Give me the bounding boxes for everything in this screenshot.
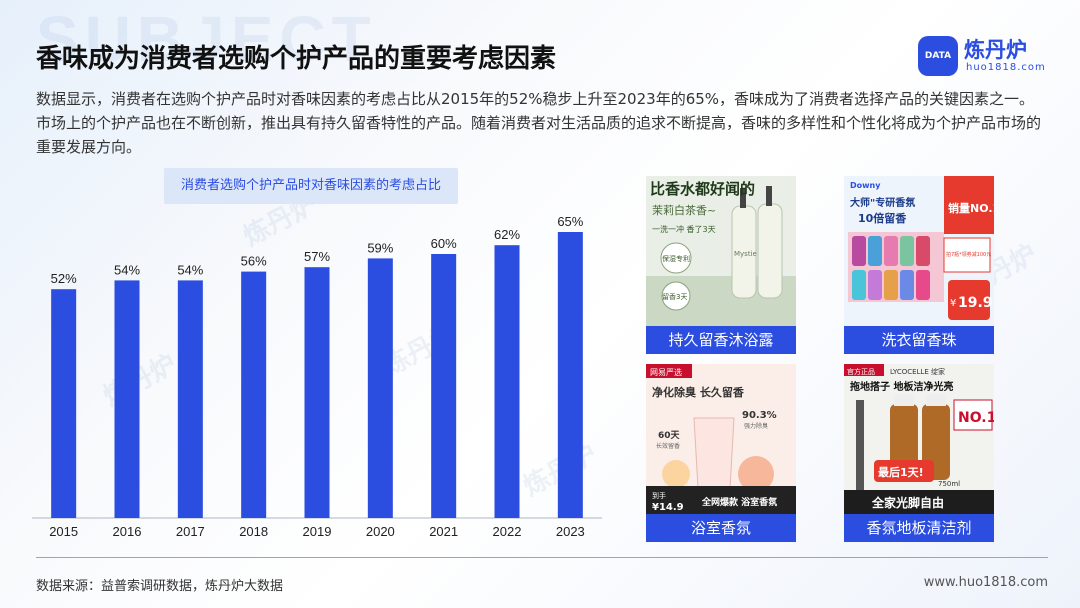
product-caption: 浴室香氛 [646, 514, 796, 542]
product-tile-floor-cleaner: 官方正品 LYCOCELLE 绽家 拖地搭子 地板洁净光亮 NO.1 最后1天!… [844, 364, 994, 542]
product-tile-bathroom-fragrance: 网易严选 净化除臭 长久留香 90.3% 强力除臭 60天 长效留香 到手 ¥1… [646, 364, 796, 542]
x-tick-label-2022: 2022 [493, 524, 522, 539]
data-label-2015: 52% [51, 271, 77, 286]
logo-url: huo1818.com [966, 62, 1046, 73]
shower-gel-headline: 比香水都好闻的 [650, 180, 755, 198]
data-label-2018: 56% [241, 254, 267, 269]
scent-beads-price: 19.9 [958, 295, 993, 311]
data-label-2020: 59% [367, 240, 393, 255]
background-watermark-word: SUBJECT [36, 3, 377, 75]
description-paragraph: 数据显示，消费者在选购个护产品时对香味因素的考虑占比从2015年的52%稳步上升… [36, 90, 1042, 156]
floor-cleaner-volume: 750ml [938, 480, 960, 488]
floor-cleaner-brand: LYCOCELLE 绽家 [890, 367, 945, 376]
chart-title: 消费者选购个护产品时对香味因素的考虑占比 [164, 168, 458, 204]
footer-url[interactable]: www.huo1818.com [923, 575, 1048, 590]
logo-name: 炼丹炉 [964, 38, 1027, 62]
data-label-2019: 57% [304, 249, 330, 264]
x-tick-label-2019: 2019 [303, 524, 332, 539]
bathroom-fragrance-stat-2-label: 长效留香 [656, 442, 680, 450]
product-tile-scent-beads: Downy 大师"专研香氛 10倍留香 销量NO.1 拍7瓶*领券减100元 ¥… [844, 176, 994, 354]
bar-2018 [241, 271, 267, 518]
logo-mark-icon: DATA [918, 36, 958, 76]
scent-beads-sales-tag: 销量NO.1 [948, 201, 994, 215]
bathroom-fragrance-stat-1-label: 强力除臭 [744, 422, 768, 430]
brand-logo: DATA 炼丹炉 huo1818.com [918, 34, 1052, 78]
bar-2021 [431, 254, 457, 518]
scent-beads-headline: 大师"专研香氛 [850, 196, 915, 209]
floor-cleaner-badge: NO.1 [958, 410, 994, 426]
bar-2016 [114, 280, 140, 518]
bar-chart-svg: 52% 2015 54% 2016 54% 2017 56% 2018 57% 2019 59% 20… [32, 214, 602, 539]
product-caption: 持久留香沐浴露 [646, 326, 796, 354]
bathroom-fragrance-headline: 净化除臭 长久留香 [652, 385, 745, 399]
shower-gel-subline: 茉莉白茶香~ [652, 203, 716, 217]
scent-beads-image: Downy 大师"专研香氛 10倍留香 销量NO.1 拍7瓶*领券减100元 ¥… [844, 176, 994, 326]
floor-cleaner-image: 官方正品 LYCOCELLE 绽家 拖地搭子 地板洁净光亮 NO.1 最后1天!… [844, 364, 994, 514]
x-tick-label-2018: 2018 [239, 524, 268, 539]
shower-gel-badge-2: 留香3天 [662, 292, 687, 301]
bar-2022 [494, 245, 520, 518]
shower-gel-bottle-label: Mystie [734, 250, 757, 258]
bathroom-fragrance-price: ¥14.9 [652, 502, 684, 513]
product-caption: 香氛地板清洁剂 [844, 514, 994, 542]
floor-cleaner-tag: 官方正品 [847, 367, 875, 376]
data-label-2022: 62% [494, 227, 520, 242]
x-tick-label-2023: 2023 [556, 524, 585, 539]
scent-beads-coupon: 拍7瓶*领券减100元 [946, 251, 991, 258]
bar-2023 [557, 232, 583, 518]
page-title: 香味成为消费者选购个护产品的重要考虑因素 [36, 44, 557, 74]
bathroom-fragrance-brand: 网易严选 [650, 367, 682, 377]
data-label-2021: 60% [431, 236, 457, 251]
footer-divider [36, 557, 1048, 558]
shower-gel-badge-1: 保湿专利 [662, 254, 690, 263]
shower-gel-tag-line: 一洗一冲 香了3天 [652, 224, 716, 234]
bar-2019 [304, 267, 330, 518]
bar-2017 [177, 280, 203, 518]
floor-cleaner-headline: 拖地搭子 地板洁净光亮 [850, 380, 953, 393]
data-label-2017: 54% [177, 262, 203, 277]
data-label-2016: 54% [114, 262, 140, 277]
bathroom-fragrance-image: 网易严选 净化除臭 长久留香 90.3% 强力除臭 60天 长效留香 到手 ¥1… [646, 364, 796, 514]
x-tick-label-2020: 2020 [366, 524, 395, 539]
bathroom-fragrance-stat-1: 90.3% [742, 410, 777, 421]
product-tile-shower-gel: 比香水都好闻的 茉莉白茶香~ 一洗一冲 香了3天 保湿专利 留香3天 Mysti… [646, 176, 796, 354]
bar-chart: 52% 2015 54% 2016 54% 2017 56% 2018 57% 2019 59% 20… [32, 210, 602, 549]
floor-cleaner-footer: 全家光脚自由 [871, 495, 944, 510]
floor-cleaner-promo: 最后1天! [878, 465, 924, 479]
scent-beads-price-prefix: ¥ [950, 298, 956, 309]
x-tick-label-2015: 2015 [49, 524, 78, 539]
bar-2015 [51, 289, 77, 518]
shower-gel-image: 比香水都好闻的 茉莉白茶香~ 一洗一冲 香了3天 保湿专利 留香3天 Mysti… [646, 176, 796, 326]
bathroom-fragrance-banner: 全网爆款 浴室香氛 [701, 496, 777, 508]
x-tick-label-2017: 2017 [176, 524, 205, 539]
scent-beads-subline: 10倍留香 [858, 211, 907, 225]
x-tick-label-2016: 2016 [113, 524, 142, 539]
bar-2020 [367, 258, 393, 518]
data-source: 数据来源：益普索调研数据，炼丹炉大数据 [36, 579, 284, 594]
data-label-2023: 65% [557, 214, 583, 229]
bathroom-fragrance-price-label: 到手 [652, 491, 666, 500]
x-tick-label-2021: 2021 [429, 524, 458, 539]
product-caption: 洗衣留香珠 [844, 326, 994, 354]
bathroom-fragrance-stat-2: 60天 [658, 430, 681, 441]
scent-beads-brand: Downy [850, 181, 881, 190]
